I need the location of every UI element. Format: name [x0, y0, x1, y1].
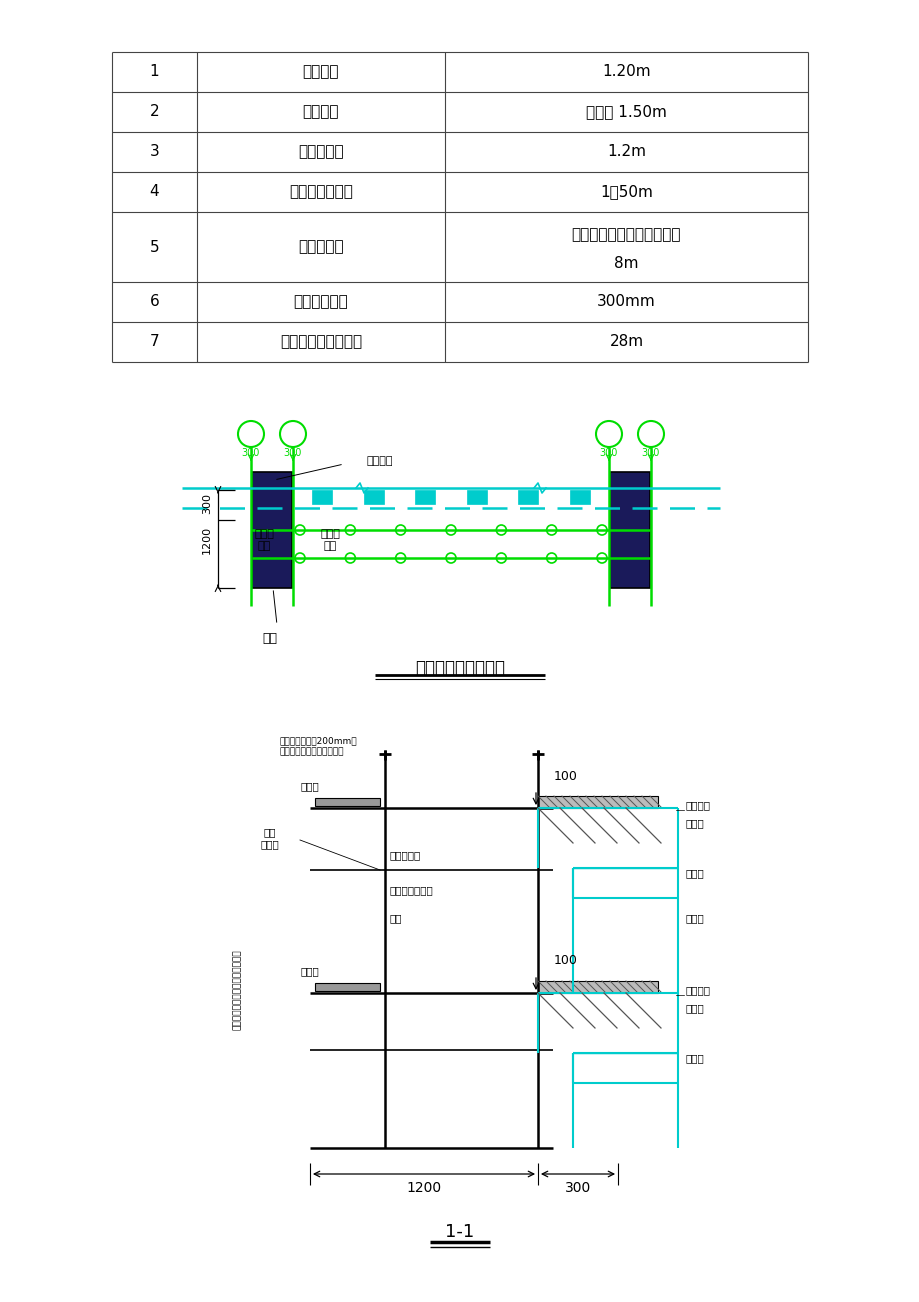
Text: 横向水
平杆: 横向水 平杆: [254, 529, 274, 551]
Text: 挡脚板: 挡脚板: [301, 781, 319, 792]
Text: 层高范围用内大横杆步距平均分配: 层高范围用内大横杆步距平均分配: [233, 949, 241, 1030]
Bar: [609, 473, 650, 589]
Text: 1: 1: [150, 65, 159, 79]
Text: 1。50m: 1。50m: [599, 185, 652, 199]
Bar: [363, 490, 383, 504]
Bar: [466, 490, 486, 504]
Bar: [314, 983, 380, 991]
Text: 每楼层面处设置200mm高: 每楼层面处设置200mm高: [279, 737, 357, 746]
Bar: [414, 490, 435, 504]
Text: 挡脚板: 挡脚板: [301, 966, 319, 976]
Text: 外架局部平面示意图: 外架局部平面示意图: [414, 659, 505, 677]
Text: 300: 300: [599, 448, 618, 458]
Text: 1.2m: 1.2m: [607, 145, 645, 160]
Bar: [252, 473, 291, 589]
Text: 3: 3: [150, 145, 159, 160]
Text: 脚手架搞设最大高度: 脚手架搞设最大高度: [279, 335, 362, 349]
Text: 8m: 8m: [614, 255, 638, 271]
Text: 内立杆距柱边: 内立杆距柱边: [293, 294, 348, 310]
Text: 7: 7: [150, 335, 159, 349]
Text: 300mm: 300mm: [596, 294, 655, 310]
Text: 100: 100: [553, 954, 577, 967]
Text: 横向水平杆间距: 横向水平杆间距: [289, 185, 353, 199]
Text: 28m: 28m: [608, 335, 643, 349]
Text: 1200: 1200: [202, 526, 211, 555]
Text: 框架柱: 框架柱: [686, 913, 704, 923]
Text: 内挂密目网封闭: 内挂密目网封闭: [390, 885, 433, 894]
Text: 不大于 1.50m: 不大于 1.50m: [585, 104, 666, 120]
Text: 6: 6: [150, 294, 159, 310]
Text: 1-1: 1-1: [445, 1223, 474, 1241]
Text: 300: 300: [564, 1181, 591, 1195]
Bar: [312, 490, 332, 504]
Text: 300: 300: [283, 448, 301, 458]
Text: 竖直方向层层设置水平方向: 竖直方向层层设置水平方向: [571, 228, 680, 242]
Bar: [570, 490, 589, 504]
Text: 钢管柱箍: 钢管柱箍: [686, 986, 710, 995]
Text: 楼板面: 楼板面: [686, 818, 704, 828]
Text: 纵向
水平杆: 纵向 水平杆: [260, 827, 279, 849]
Text: 脚手架步距: 脚手架步距: [298, 145, 344, 160]
Text: 300: 300: [641, 448, 660, 458]
Text: 立杆: 立杆: [390, 913, 403, 923]
Text: 横向水平杆: 横向水平杆: [390, 850, 421, 861]
Text: 框架梁: 框架梁: [686, 1053, 704, 1062]
Text: 立杆纵距: 立杆纵距: [302, 104, 339, 120]
Text: 钢管柱箍: 钢管柱箍: [367, 456, 393, 466]
Text: 立杆排距: 立杆排距: [302, 65, 339, 79]
Bar: [538, 796, 657, 809]
Text: 1200: 1200: [406, 1181, 441, 1195]
Text: 立杆: 立杆: [262, 631, 278, 644]
Text: 连墙点间距: 连墙点间距: [298, 240, 344, 254]
Text: 框架梁: 框架梁: [686, 868, 704, 878]
Text: 5: 5: [150, 240, 159, 254]
Bar: [314, 798, 380, 806]
Text: 纵向水
平杆: 纵向水 平杆: [320, 529, 339, 551]
Text: 300: 300: [242, 448, 260, 458]
Bar: [517, 490, 538, 504]
Text: 100: 100: [553, 769, 577, 783]
Text: 1.20m: 1.20m: [602, 65, 650, 79]
Text: 竹编板外侧刷红白相间油漆: 竹编板外侧刷红白相间油漆: [279, 747, 344, 756]
Text: 2: 2: [150, 104, 159, 120]
Text: 楼板面: 楼板面: [686, 1003, 704, 1013]
Bar: [538, 980, 657, 993]
Text: 4: 4: [150, 185, 159, 199]
Text: 300: 300: [202, 493, 211, 514]
Text: 钢管柱箍: 钢管柱箍: [686, 799, 710, 810]
